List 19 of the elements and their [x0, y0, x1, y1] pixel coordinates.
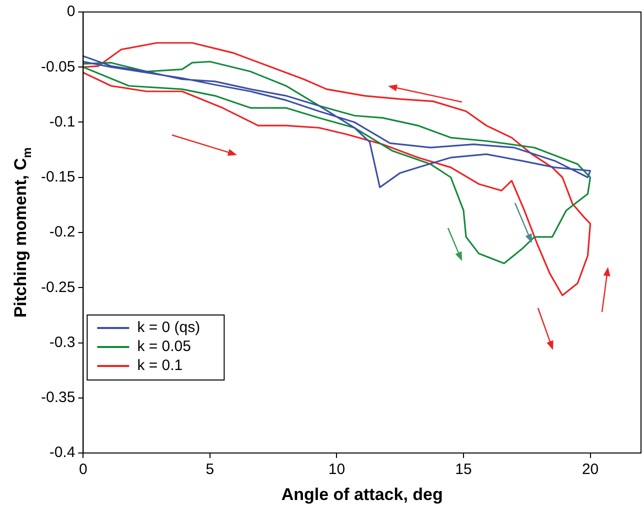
x-tick-label: 0: [79, 461, 88, 478]
y-tick-label: -0.1: [49, 113, 76, 130]
x-tick-label: 15: [455, 461, 472, 478]
y-tick-label: 0: [66, 3, 76, 20]
legend-label: k = 0.05: [137, 338, 191, 356]
x-tick-label: 20: [582, 461, 599, 478]
y-tick-label: -0.15: [40, 168, 76, 186]
x-tick-label: 10: [328, 461, 346, 478]
y-tick-label: -0.2: [49, 224, 76, 241]
y-tick-label: -0.35: [40, 389, 76, 406]
y-tick-label: -0.05: [40, 58, 76, 76]
legend-label: k = 0.1: [137, 357, 183, 374]
y-axis-title: Pitching moment, Cm: [11, 147, 34, 318]
y-tick-label: -0.4: [49, 444, 76, 462]
y-tick-label: -0.3: [49, 334, 76, 351]
x-tick-label: 5: [206, 461, 214, 478]
y-tick-label: -0.25: [40, 278, 76, 296]
legend-label: k = 0 (qs): [137, 319, 200, 336]
x-axis-title: Angle of attack, deg: [281, 485, 443, 504]
